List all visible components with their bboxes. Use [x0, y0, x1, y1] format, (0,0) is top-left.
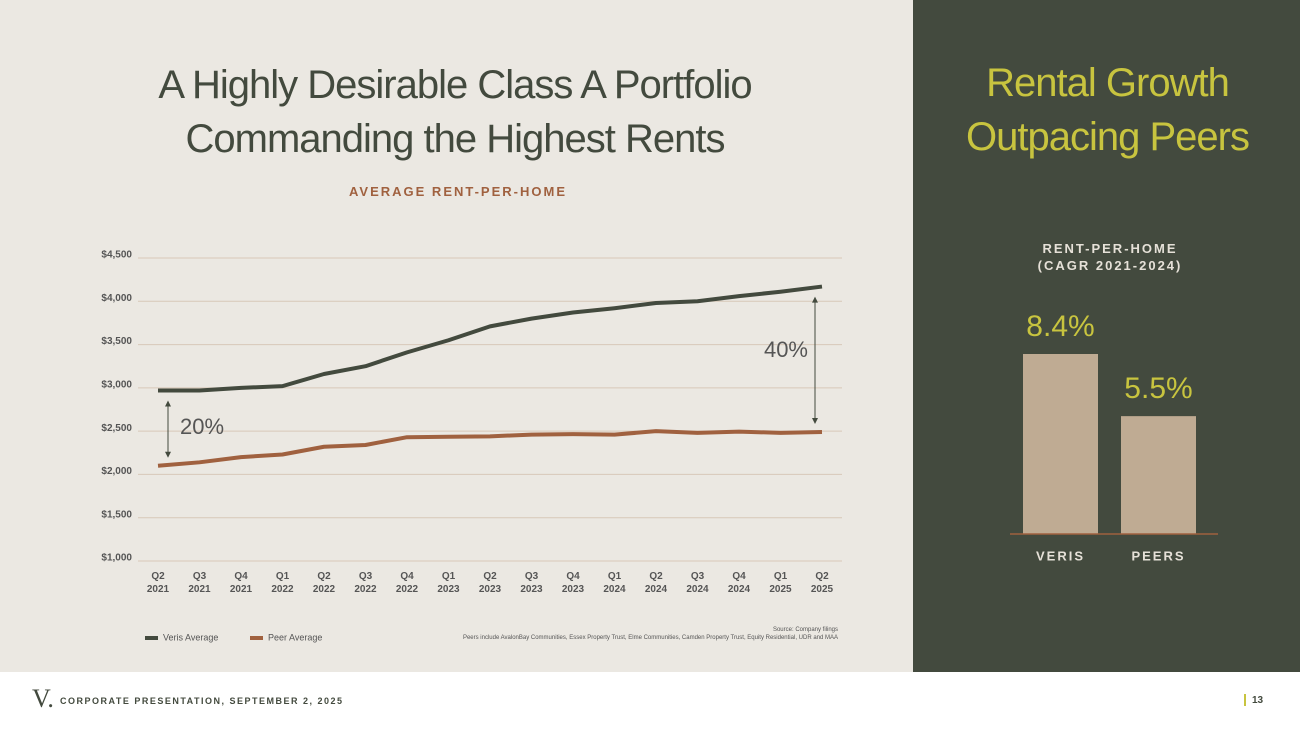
x-tick-label: Q2 2023 [478, 571, 502, 595]
footer-text: CORPORATE PRESENTATION, SEPTEMBER 2, 202… [60, 696, 344, 706]
y-tick-label: $3,000 [101, 379, 132, 390]
logo: V. [32, 684, 54, 713]
series-line [158, 284, 823, 393]
x-tick-label: Q3 2024 [686, 571, 709, 595]
value-label: 8.4% [1026, 310, 1094, 343]
arrow-head [165, 400, 171, 458]
x-tick-label: Q3 2023 [520, 571, 543, 595]
panel-title: Rental Growth Outpacing Peers [966, 61, 1250, 159]
chart-title: AVERAGE RENT-PER-HOME [349, 184, 567, 199]
x-tick-label: Q3 2022 [354, 571, 377, 595]
source: Source: Company filings [772, 627, 838, 633]
annotation: 40% [764, 337, 808, 362]
x-tick-label: Q1 2023 [437, 571, 460, 595]
y-tick-label: $1,500 [101, 509, 132, 520]
note: Peers include AvalonBay Communities, Ess… [462, 635, 838, 641]
page-number: 13 [1252, 695, 1264, 706]
x-tick-label: PEERS [1131, 548, 1185, 563]
y-tick-label: $2,000 [101, 466, 132, 477]
x-tick-label: Q2 2024 [644, 571, 668, 595]
bar-chart-title: RENT-PER-HOME (CAGR 2021-2024) [1037, 241, 1183, 273]
bar [1023, 354, 1098, 534]
legend-label: Veris Average [163, 632, 218, 642]
x-tick-label: Q2 2021 [146, 571, 170, 595]
x-tick-label: Q4 2022 [395, 571, 419, 595]
x-tick-label: Q4 2023 [561, 571, 585, 595]
x-tick-label: Q4 2021 [229, 571, 253, 595]
y-tick-label: $3,500 [101, 336, 132, 347]
x-tick-label: Q2 2022 [312, 571, 336, 595]
annotation: 20% [180, 414, 224, 439]
x-tick-label: Q1 2025 [769, 571, 792, 595]
x-tick-label: Q3 2021 [188, 571, 211, 595]
value-label: 5.5% [1124, 372, 1192, 405]
x-tick-label: Q1 2022 [271, 571, 294, 595]
y-tick-label: $4,500 [101, 250, 132, 261]
x-tick-label: Q4 2024 [727, 571, 751, 595]
slide-title: A Highly Desirable Class A Portfolio Com… [158, 63, 752, 161]
x-tick-label: Q1 2024 [603, 571, 626, 595]
series-line [157, 429, 823, 468]
bar [1121, 416, 1196, 534]
x-tick-label: Q2 2025 [810, 571, 834, 595]
x-tick-label: VERIS [1036, 548, 1085, 563]
right-panel [913, 0, 1300, 672]
y-tick-label: $1,000 [101, 553, 132, 564]
legend-label: Peer Average [268, 632, 322, 642]
y-tick-label: $4,000 [101, 293, 132, 304]
y-tick-label: $2,500 [101, 423, 132, 434]
